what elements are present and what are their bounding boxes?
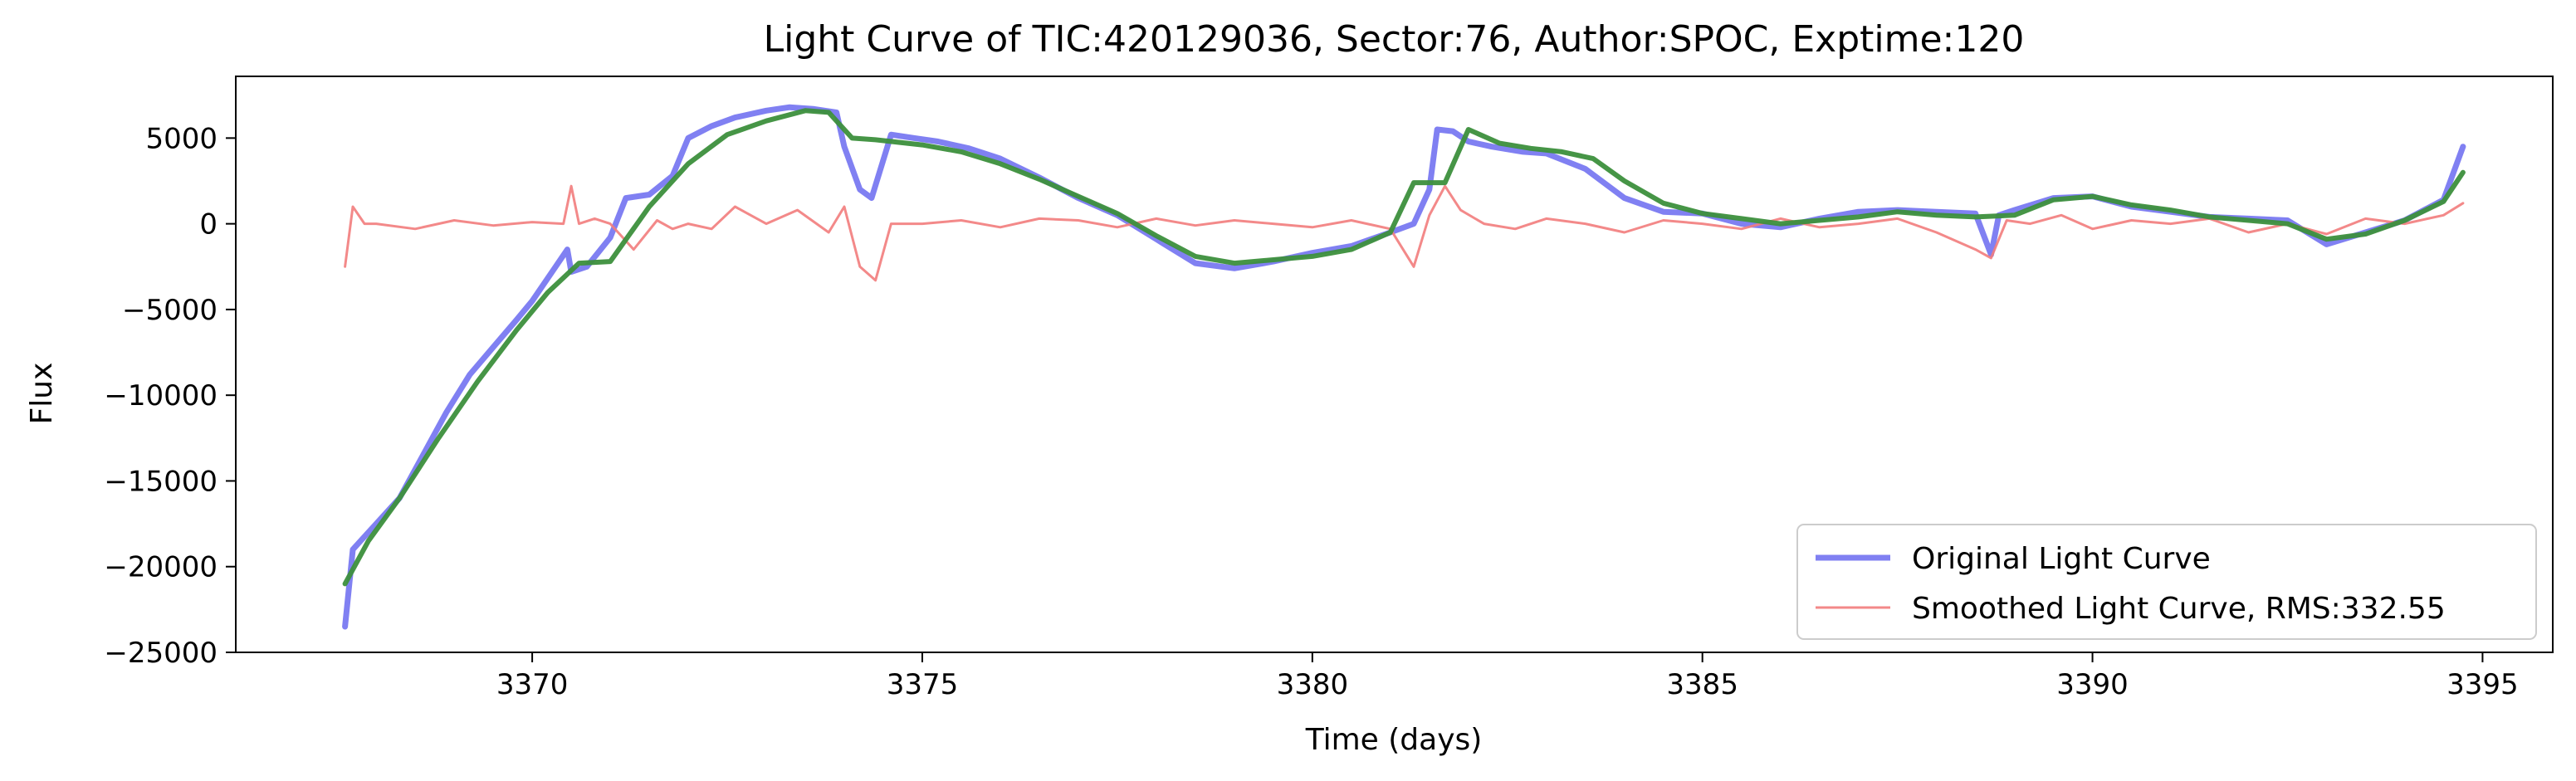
legend-box bbox=[1796, 524, 2537, 640]
y-tick-label--25000: −25000 bbox=[104, 637, 218, 670]
x-axis-label: Time (days) bbox=[1305, 723, 1483, 757]
chart-title: Light Curve of TIC:420129036, Sector:76,… bbox=[764, 18, 2025, 61]
axes-layer: 3370 3375 3380 3385 3390 3395 −25000 −20000 −150… bbox=[104, 76, 2554, 701]
legend: Original Light Curve Smoothed Light Curve… bbox=[1796, 524, 2537, 640]
x-tick-label-3375: 3375 bbox=[887, 668, 959, 701]
x-tick-label-3395: 3395 bbox=[2446, 668, 2519, 701]
y-tick-label-5000: 5000 bbox=[145, 122, 218, 155]
y-tick-label--15000: −15000 bbox=[104, 465, 218, 498]
series-layer bbox=[342, 104, 2466, 630]
y-tick-label-0: 0 bbox=[199, 208, 218, 242]
legend-label-original: Original Light Curve bbox=[1912, 542, 2211, 576]
series-line-smoothed bbox=[344, 184, 2465, 282]
x-tick-label-3385: 3385 bbox=[1666, 668, 1738, 701]
legend-label-smoothed: Smoothed Light Curve, RMS:332.55 bbox=[1912, 592, 2446, 626]
y-tick-label--10000: −10000 bbox=[104, 379, 218, 412]
plot-frame bbox=[235, 76, 2554, 653]
y-tick-label--5000: −5000 bbox=[122, 294, 218, 327]
x-tick-label-3390: 3390 bbox=[2056, 668, 2129, 701]
series-line-trend bbox=[342, 108, 2466, 587]
y-axis-label: Flux bbox=[25, 363, 59, 425]
x-tick-label-3370: 3370 bbox=[496, 668, 569, 701]
x-tick-label-3380: 3380 bbox=[1277, 668, 1349, 701]
y-tick-label--20000: −20000 bbox=[104, 551, 218, 584]
